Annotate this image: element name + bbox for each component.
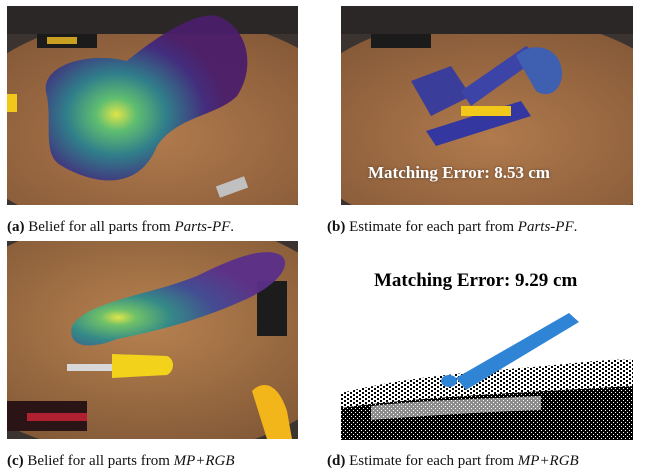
caption-c-method: MP+RGB (173, 453, 235, 469)
caption-c-label: (c) (7, 453, 24, 469)
caption-d-prefix: Estimate for each part from (349, 453, 515, 469)
panel-d-matching-error: Matching Error: 9.29 cm (374, 270, 578, 291)
caption-a-method: Parts-PF (174, 219, 231, 235)
caption-c-prefix: Belief for all parts from (27, 453, 170, 469)
caption-a-label: (a) (7, 219, 25, 235)
caption-a-suffix: . (230, 219, 235, 235)
caption-b-method: Parts-PF (517, 219, 574, 235)
panel-a-image (7, 6, 298, 205)
caption-c: (c) Belief for all parts from MP+RGB (7, 452, 235, 470)
panel-b-matching-error: Matching Error: 8.53 cm (368, 163, 550, 182)
caption-b: (b) Estimate for each part from Parts-PF… (327, 218, 577, 236)
caption-b-suffix: . (573, 219, 578, 235)
caption-b-prefix: Estimate for each part from (349, 219, 515, 235)
caption-d: (d) Estimate for each part from MP+RGB (327, 452, 579, 470)
panel-c-image (7, 241, 298, 439)
caption-a-prefix: Belief for all parts from (28, 219, 171, 235)
caption-d-method: MP+RGB (517, 453, 579, 469)
caption-d-label: (d) (327, 453, 346, 469)
panel-b-image: Matching Error: 8.53 cm (341, 6, 633, 205)
caption-b-label: (b) (327, 219, 346, 235)
panel-d-image (341, 298, 633, 440)
caption-a: (a) Belief for all parts from Parts-PF. (7, 218, 234, 236)
